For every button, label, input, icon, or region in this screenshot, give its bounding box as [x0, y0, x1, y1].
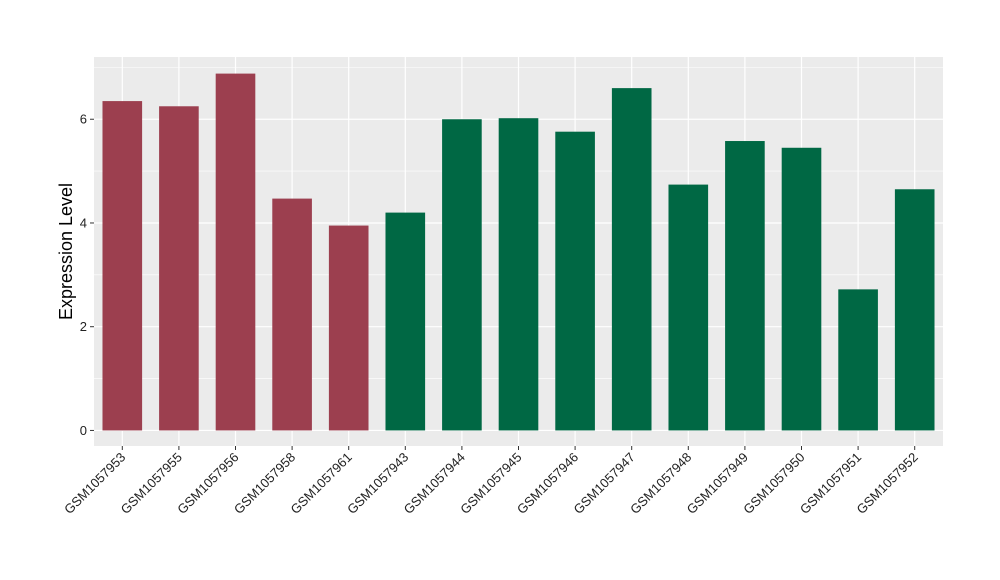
bar-GSM1057955 [159, 106, 199, 431]
bars [102, 73, 935, 431]
bar-GSM1057946 [555, 131, 595, 431]
bar-GSM1057949 [725, 141, 765, 431]
bar-GSM1057958 [272, 198, 312, 431]
bar-GSM1057945 [498, 118, 539, 431]
bar-GSM1057956 [215, 73, 256, 431]
bar-GSM1057947 [611, 88, 652, 431]
bar-GSM1057952 [894, 189, 935, 431]
y-tick-label: 0 [80, 423, 87, 438]
y-axis: 0 2 4 6 [80, 112, 94, 438]
y-axis-title: Expression Level [56, 183, 76, 320]
bar-GSM1057961 [328, 225, 369, 431]
bar-GSM1057948 [668, 184, 709, 431]
bar-GSM1057951 [838, 289, 878, 431]
bar-GSM1057943 [385, 212, 426, 431]
bar-GSM1057944 [442, 119, 482, 431]
bar-GSM1057950 [781, 147, 822, 431]
bar-GSM1057953 [102, 101, 143, 431]
x-axis: GSM1057953GSM1057955GSM1057956GSM1057958… [61, 446, 921, 517]
y-tick-label: 6 [80, 112, 87, 127]
y-tick-label: 4 [80, 215, 87, 230]
y-tick-label: 2 [80, 319, 87, 334]
